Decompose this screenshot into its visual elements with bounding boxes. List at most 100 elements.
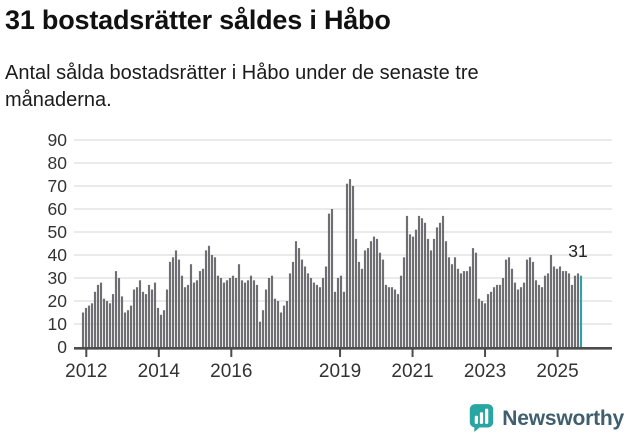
- bar: [339, 275, 343, 347]
- bar: [438, 222, 442, 347]
- bar: [234, 278, 238, 347]
- bar: [414, 229, 418, 347]
- bar: [93, 291, 97, 347]
- bar: [213, 257, 217, 347]
- bar: [144, 294, 148, 347]
- bar: [354, 238, 358, 347]
- bar: [450, 264, 454, 347]
- bar: [393, 289, 397, 347]
- bar: [342, 291, 346, 347]
- y-axis-tick-label: 0: [57, 337, 67, 357]
- bar: [576, 273, 580, 347]
- bar: [417, 215, 421, 347]
- bar: [135, 287, 139, 347]
- x-axis-tick-label: 2019: [319, 361, 361, 382]
- bar: [525, 259, 529, 347]
- bar: [327, 213, 331, 347]
- bar: [189, 264, 193, 347]
- bar: [435, 227, 439, 347]
- bar: [195, 280, 199, 347]
- bar: [237, 264, 241, 347]
- bar: [540, 287, 544, 347]
- bar: [177, 259, 181, 347]
- bar: [564, 271, 568, 347]
- bar: [321, 278, 325, 347]
- bar: [375, 238, 379, 347]
- bar: [357, 261, 361, 347]
- bar: [96, 284, 100, 347]
- bar: [312, 282, 316, 347]
- bar: [411, 236, 415, 347]
- bar: [480, 301, 484, 347]
- bar: [279, 312, 283, 347]
- bar: [573, 275, 577, 347]
- bar: [180, 275, 184, 347]
- bar: [150, 289, 154, 347]
- bar: [387, 287, 391, 347]
- y-axis-tick-label: 80: [48, 153, 68, 173]
- bar: [348, 179, 352, 347]
- bar: [201, 268, 205, 347]
- bar: [504, 259, 508, 347]
- bar: [141, 291, 145, 347]
- bar: [501, 278, 505, 347]
- bar: [147, 284, 151, 347]
- bar: [420, 218, 424, 347]
- bar: [483, 303, 487, 347]
- bar: [240, 280, 244, 347]
- bar: [423, 222, 427, 347]
- bar: [276, 301, 280, 347]
- bar: [351, 186, 355, 347]
- bar: [162, 310, 166, 347]
- bar: [561, 271, 565, 347]
- bar: [159, 314, 163, 347]
- bar: [399, 275, 403, 347]
- bar: [258, 321, 262, 347]
- x-axis-tick-label: 2025: [536, 361, 578, 382]
- bar: [168, 261, 172, 347]
- bar: [315, 284, 319, 347]
- bar: [489, 291, 493, 347]
- bar: [297, 248, 301, 347]
- bar: [369, 241, 373, 347]
- bar: [522, 282, 526, 347]
- bar: [219, 278, 223, 347]
- y-axis-tick-label: 90: [48, 130, 68, 150]
- bar: [477, 298, 481, 347]
- bar: [453, 257, 457, 347]
- y-axis-tick-label: 20: [48, 291, 68, 311]
- bar: [99, 282, 103, 347]
- bar: [294, 241, 298, 347]
- bar: [441, 215, 445, 347]
- x-axis-tick-label: 2023: [464, 361, 506, 382]
- bar: [228, 278, 232, 347]
- bar: [381, 259, 385, 347]
- bar: [492, 287, 496, 347]
- y-axis-tick-label: 10: [48, 314, 68, 334]
- bar: [300, 259, 304, 347]
- bar: [510, 268, 514, 347]
- bar: [366, 248, 370, 347]
- bar: [396, 294, 400, 347]
- bar: [513, 282, 517, 347]
- bar: [303, 266, 307, 347]
- bar: [378, 252, 382, 347]
- bar: [192, 282, 196, 347]
- bar: [210, 255, 214, 347]
- bar: [306, 273, 310, 347]
- bar: [156, 307, 160, 347]
- bar: [273, 298, 277, 347]
- bar: [468, 266, 472, 347]
- bar: [390, 287, 394, 347]
- bar: [405, 215, 409, 347]
- bar: [309, 278, 313, 347]
- bar: [87, 305, 91, 347]
- bar: [531, 261, 535, 347]
- bar: [198, 271, 202, 347]
- bar: [288, 273, 292, 347]
- bar: [186, 284, 190, 347]
- newsworthy-logo-text: Newsworthy: [502, 406, 624, 430]
- bar: [102, 298, 106, 347]
- bar: [519, 287, 523, 347]
